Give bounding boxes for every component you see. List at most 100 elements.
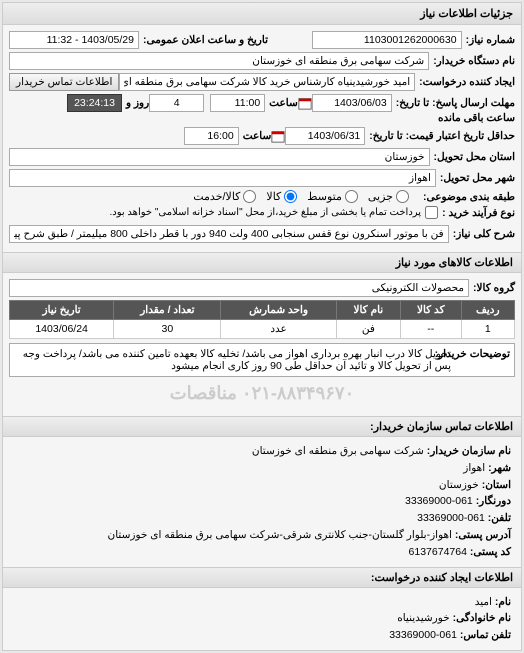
table-header-row: ردیف کد کالا نام کالا واحد شمارش تعداد /… [10,301,515,320]
td-name: فن [336,320,400,339]
radio-partial-input[interactable] [396,190,409,203]
buyer-name-field[interactable] [9,52,429,70]
details-panel: جزئیات اطلاعات نیاز شماره نیاز: تاریخ و … [2,2,522,651]
row-process: نوع فرآیند خرید : پرداخت تمام یا بخشی از… [9,206,515,219]
radio-service-label: کالا/خدمت [193,190,240,203]
row-delivery-province: استان محل تحویل: [9,148,515,166]
org-phone-value: 061-33369000 [417,512,485,524]
radio-medium[interactable]: متوسط [307,190,358,203]
announce-field[interactable] [9,31,139,49]
section-creator-info: اطلاعات ایجاد کننده درخواست: [3,567,521,588]
buyer-name-label: نام دستگاه خریدار: [433,55,515,67]
req-family-value: خورشیدینیاه [397,612,449,624]
req-name-value: امید [475,596,492,608]
org-address-label: آدرس پستی: [455,529,511,541]
td-unit: عدد [221,320,336,339]
row-delivery-city: شهر محل تحویل: [9,169,515,187]
table-row[interactable]: 1 -- فن عدد 30 1403/06/24 [10,320,515,339]
req-phone-label: تلفن تماس: [460,629,511,641]
row-creator: ایجاد کننده درخواست: اطلاعات تماس خریدار [9,73,515,91]
org-postal-label: کد پستی: [470,546,511,558]
calendar-icon[interactable] [298,96,312,110]
goods-group-label: گروه کالا: [473,282,515,294]
category-label: طبقه بندی موضوعی: [423,191,515,203]
td-code: -- [400,320,461,339]
org-fax-value: 061-33369000 [405,495,473,507]
row-need-title: شرح کلی نیاز: [9,225,515,243]
row-request-number: شماره نیاز: تاریخ و ساعت اعلان عمومی: [9,31,515,49]
delivery-province-field[interactable] [9,148,430,166]
radio-medium-input[interactable] [345,190,358,203]
request-number-label: شماره نیاز: [466,34,515,46]
requester-info-block: نام: امید نام خانوادگی: خورشیدینیاه تلفن… [3,588,521,650]
valid-time-field[interactable] [184,127,239,145]
deadline-date-field[interactable] [312,94,392,112]
remain-days-field [149,94,204,112]
valid-time-label: ساعت [243,130,272,142]
panel-title: جزئیات اطلاعات نیاز [3,3,521,25]
need-title-field[interactable] [9,225,449,243]
th-date: تاریخ نیاز [10,301,114,320]
creator-field[interactable] [119,73,415,91]
td-qty: 30 [114,320,221,339]
need-title-label: شرح کلی نیاز: [453,228,515,240]
org-province-value: خوزستان [439,479,479,491]
section-goods-info: اطلاعات کالاهای مورد نیاز [3,252,521,273]
countdown-clock: 23:24:13 [67,94,122,112]
th-code: کد کالا [400,301,461,320]
req-family-label: نام خانوادگی: [453,612,511,624]
remain-left-label: ساعت باقی مانده [438,112,515,124]
valid-date-field[interactable] [285,127,365,145]
deadline-time-field[interactable] [210,94,265,112]
radio-service-input[interactable] [243,190,256,203]
td-index: 1 [461,320,514,339]
row-goods-group: گروه کالا: [9,279,515,297]
request-number-field[interactable] [312,31,462,49]
th-name: نام کالا [336,301,400,320]
radio-goods[interactable]: کالا [266,190,297,203]
row-category: طبقه بندی موضوعی: جزیی متوسط کالا کالا/خ… [9,190,515,203]
goods-table: ردیف کد کالا نام کالا واحد شمارش تعداد /… [9,300,515,339]
process-note: پرداخت تمام یا بخشی از مبلغ خرید،از محل … [109,207,421,218]
org-name-value: شرکت سهامی برق منطقه ای خوزستان [252,445,424,457]
calendar-icon[interactable] [271,129,285,143]
valid-label: حداقل تاریخ اعتبار قیمت: تا تاریخ: [369,130,515,142]
org-address-value: اهواز-بلوار گلستان-جنب کلانتری شرقی-شرکت… [108,529,452,541]
announce-label: تاریخ و ساعت اعلان عمومی: [143,34,268,46]
org-name-label: نام سازمان خریدار: [427,445,511,457]
th-qty: تعداد / مقدار [114,301,221,320]
form-body: شماره نیاز: تاریخ و ساعت اعلان عمومی: نا… [3,25,521,252]
td-date: 1403/06/24 [10,320,114,339]
delivery-province-label: استان محل تحویل: [434,151,515,163]
org-city-value: اهواز [463,462,485,474]
contact-info-button[interactable]: اطلاعات تماس خریدار [9,73,119,91]
goods-body: گروه کالا: ردیف کد کالا نام کالا واحد شم… [3,273,521,416]
org-postal-value: 6137674764 [409,546,467,558]
deadline-time-label: ساعت [269,97,298,109]
row-valid: حداقل تاریخ اعتبار قیمت: تا تاریخ: ساعت [9,127,515,145]
radio-partial-label: جزیی [368,190,393,203]
radio-partial[interactable]: جزیی [368,190,409,203]
org-fax-label: دورنگار: [476,495,511,507]
creator-label: ایجاد کننده درخواست: [419,76,515,88]
org-province-label: استان: [482,479,511,491]
delivery-city-field[interactable] [9,169,436,187]
process-label: نوع فرآیند خرید : [442,207,515,219]
buyer-desc-text: تحویل کالا درب انبار بهره برداری اهواز م… [14,348,451,372]
radio-goods-input[interactable] [284,190,297,203]
req-phone-value: 061-33369000 [389,629,457,641]
radio-service[interactable]: کالا/خدمت [193,190,256,203]
row-buyer-name: نام دستگاه خریدار: [9,52,515,70]
buyer-desc-box: توضیحات خریدار: تحویل کالا درب انبار بهر… [9,343,515,377]
goods-group-field[interactable] [9,279,469,297]
radio-goods-label: کالا [266,190,281,203]
deadline-label: مهلت ارسال پاسخ: تا تاریخ: [396,97,515,109]
section-contact-info: اطلاعات تماس سازمان خریدار: [3,416,521,437]
org-city-label: شهر: [488,462,511,474]
radio-medium-label: متوسط [307,190,342,203]
th-unit: واحد شمارش [221,301,336,320]
org-info-block: نام سازمان خریدار: شرکت سهامی برق منطقه … [3,437,521,567]
buyer-desc-label: توضیحات خریدار: [455,348,510,372]
req-name-label: نام: [495,596,511,608]
process-checkbox[interactable] [425,206,438,219]
